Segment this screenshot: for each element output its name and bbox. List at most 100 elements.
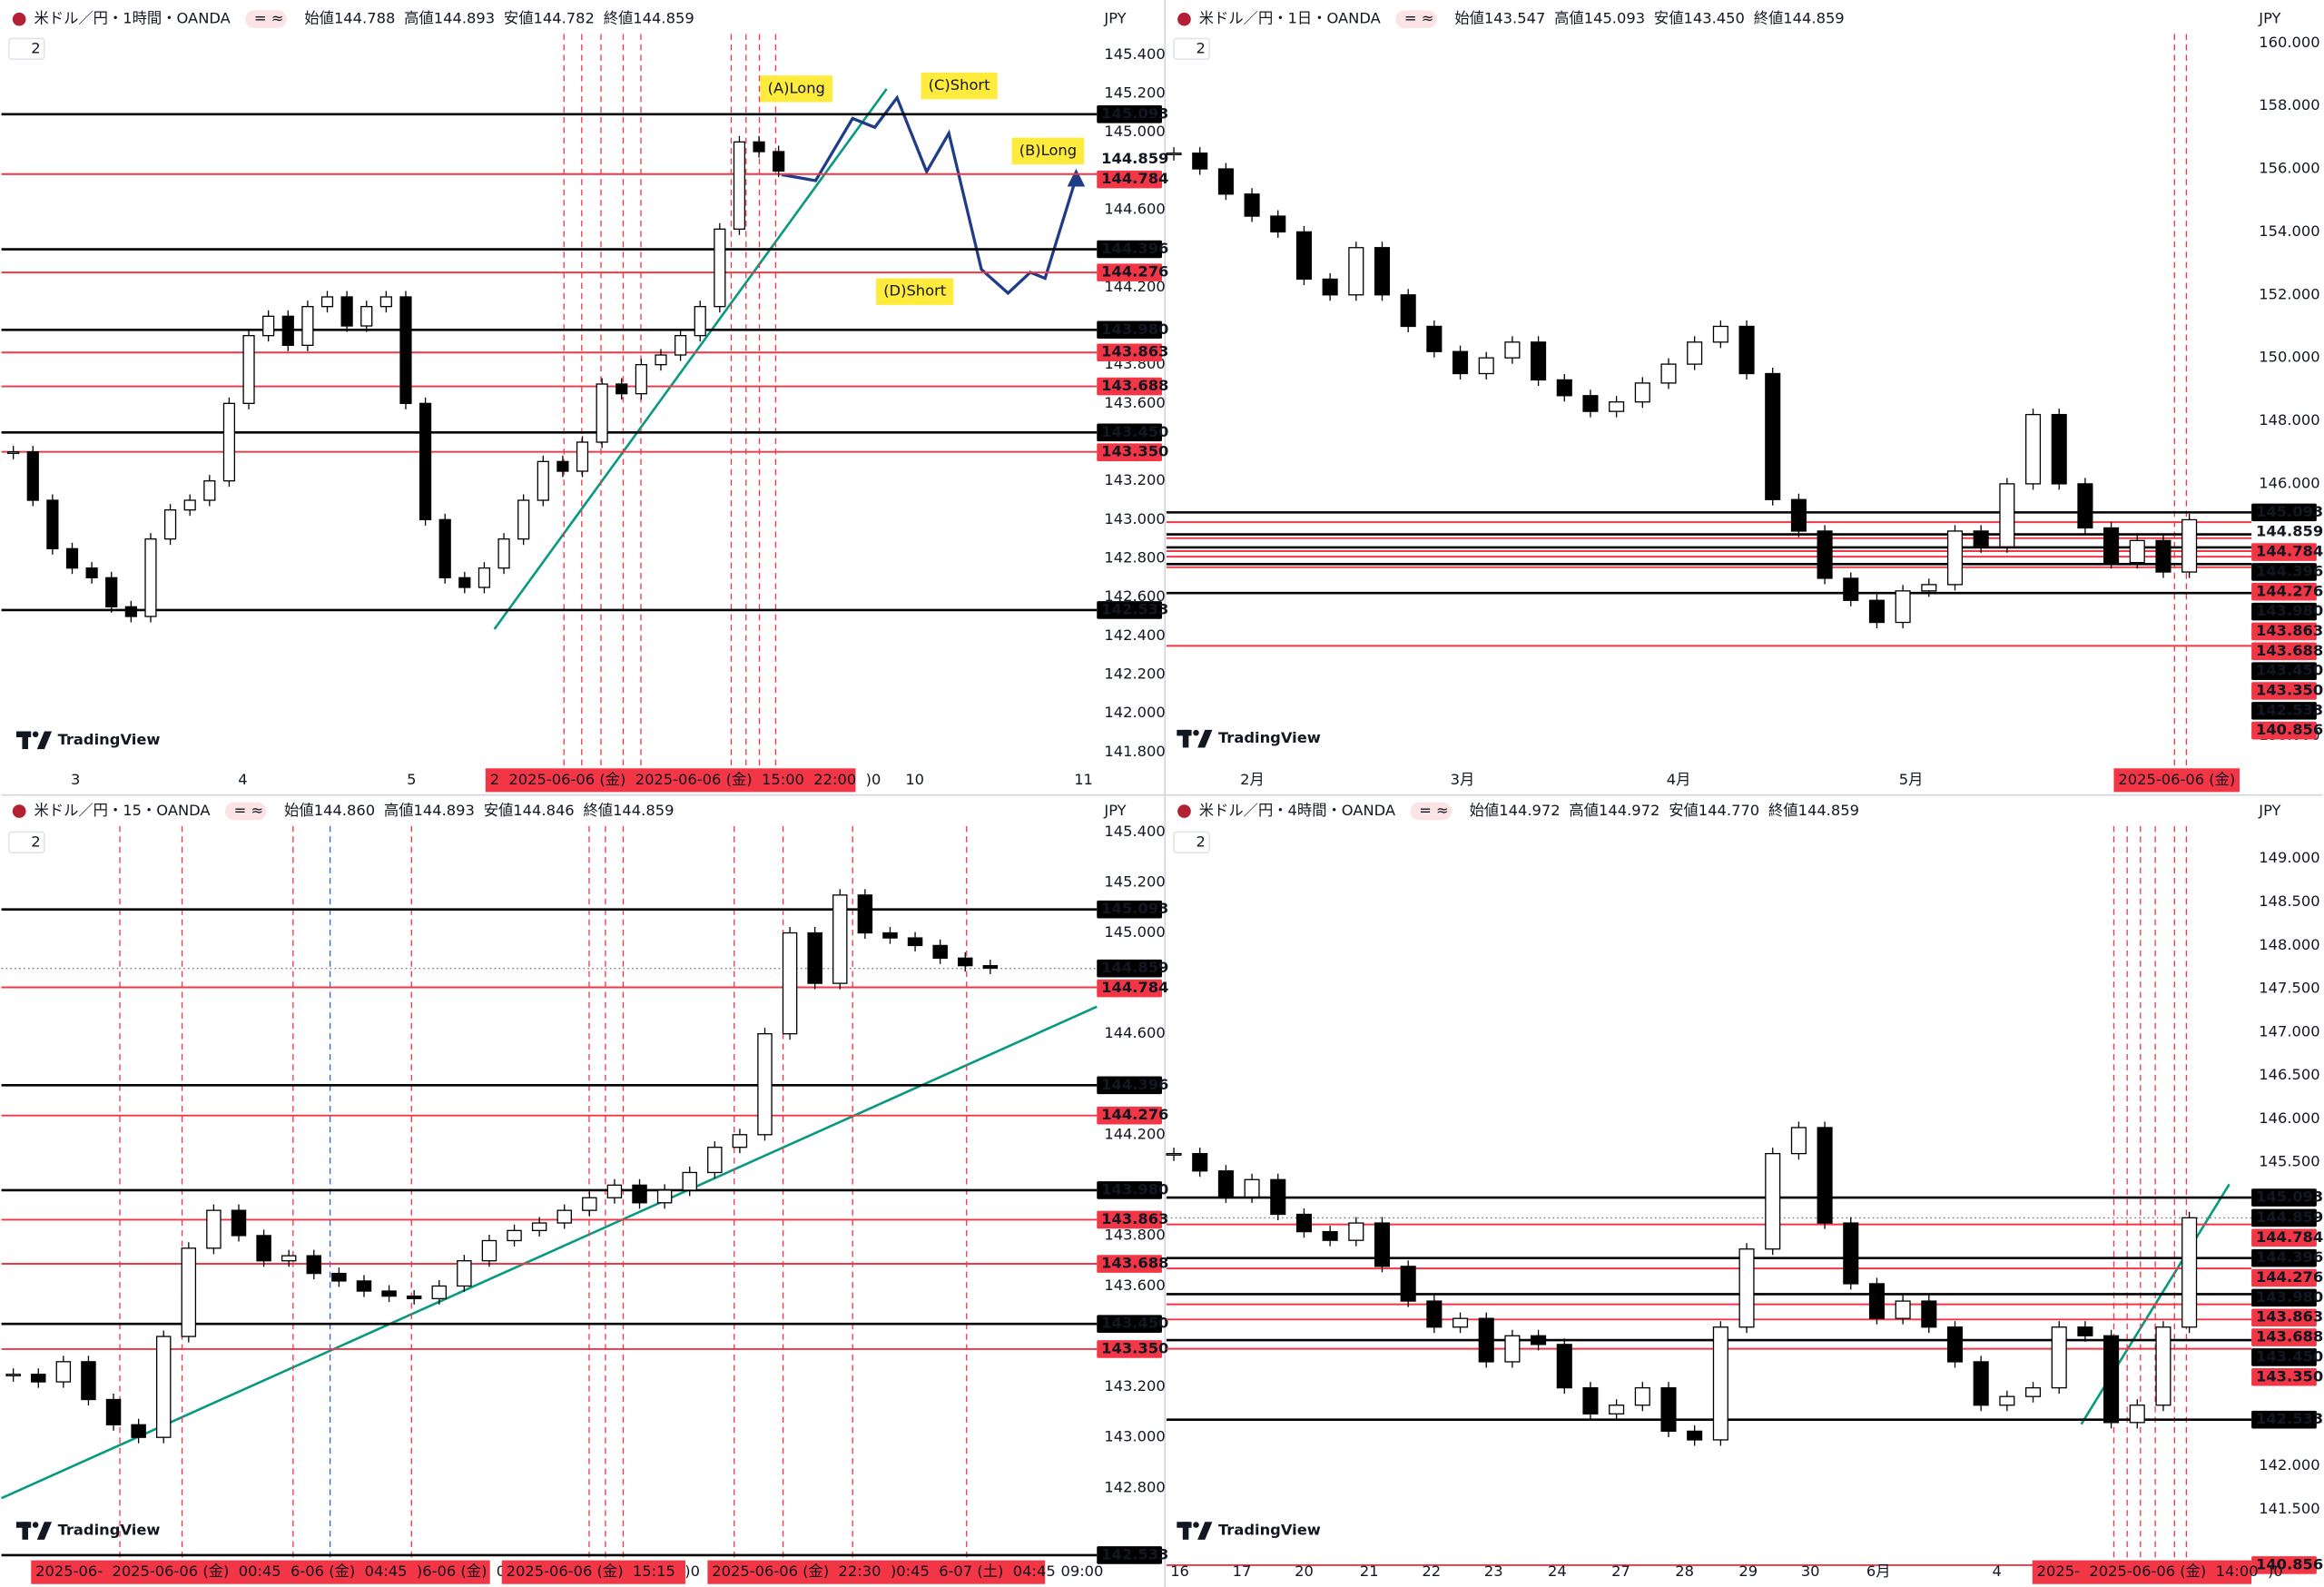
indicator-count[interactable]: 2: [31, 39, 40, 56]
time-highlight: [707, 1560, 1046, 1584]
ohlc-high: 高値144.972: [1569, 802, 1659, 819]
candle: [694, 306, 706, 337]
level-label-bg: [2251, 662, 2317, 680]
pill-icon: = ≈: [254, 10, 284, 27]
candle: [1192, 1152, 1208, 1172]
candle: [907, 937, 923, 947]
level-label: 143.688: [2256, 1328, 2323, 1346]
indicator-count[interactable]: 2: [31, 833, 40, 850]
x-tick-label: 3月: [1451, 771, 1475, 788]
candle: [419, 402, 432, 520]
x-tick-label: 20: [1295, 1562, 1314, 1580]
level-label: 143.980: [1101, 320, 1168, 338]
currency-label: JPY: [1103, 10, 1126, 27]
candle: [1895, 590, 1911, 624]
y-tick-label: 145.200: [1104, 84, 1165, 101]
level-label-bg: [1097, 979, 1162, 998]
level-label: 144.859: [2256, 1208, 2323, 1226]
indicator-count[interactable]: 2: [1196, 39, 1206, 56]
indicator-count[interactable]: 2: [1196, 833, 1206, 850]
candle: [2051, 413, 2067, 485]
x-tick-label: 11: [1074, 771, 1093, 788]
y-tick-label: 141.800: [1104, 743, 1165, 760]
y-tick-label: 142.000: [1104, 704, 1165, 721]
candle: [757, 1033, 773, 1136]
ohlc-open: 始値144.860: [284, 802, 375, 819]
indicator-toggle[interactable]: [1173, 37, 1210, 61]
level-label-bg: [1097, 343, 1162, 362]
symbol-title: 米ドル／円・15・OANDA: [34, 802, 211, 819]
x-tick-label: 22: [1422, 1562, 1441, 1580]
level-label: 142.533: [2256, 701, 2323, 718]
level-label-bg: [2251, 1248, 2317, 1267]
candle: [7, 451, 20, 454]
indicator-toggle[interactable]: [7, 37, 45, 61]
candle: [1400, 294, 1416, 328]
time-highlight-label: 2025-06-06 (金) 15:15 )0: [507, 1562, 700, 1580]
candle: [707, 1147, 723, 1174]
level-label-bg: [1097, 320, 1162, 340]
candle: [1270, 1178, 1286, 1216]
candle: [1790, 1127, 1807, 1155]
candle: [2077, 483, 2093, 529]
logo-mark: [32, 1522, 39, 1528]
y-tick-label: 147.000: [2259, 1022, 2319, 1040]
ohlc-low: 安値144.846: [484, 802, 575, 819]
candle: [1166, 1152, 1182, 1156]
logo-mark: [36, 731, 53, 750]
candle: [1531, 341, 1547, 381]
level-label: 143.688: [1101, 1255, 1168, 1272]
indicator-toggle[interactable]: [1173, 831, 1210, 854]
logo-mark: [36, 1522, 53, 1540]
time-highlight-label: 2025-06-06 (金) 22:30 )0:45 6-07 (土) 04:4…: [712, 1562, 1055, 1580]
candle: [537, 460, 549, 501]
level-label: 143.688: [1101, 377, 1168, 394]
level-label: 144.784: [2256, 1228, 2323, 1246]
candle: [1973, 1361, 1989, 1406]
level-label: 143.980: [2256, 1288, 2323, 1306]
x-tick-label: 17: [1233, 1562, 1252, 1580]
symbol-title: 米ドル／円・1日・OANDA: [1199, 10, 1382, 27]
level-label-bg: [1097, 1255, 1162, 1273]
currency-label: JPY: [2258, 10, 2280, 27]
y-tick-label: 142.800: [1104, 549, 1165, 567]
logo-mark: [32, 731, 39, 738]
y-tick-label: 152.000: [2259, 285, 2319, 302]
candle: [5, 1374, 21, 1377]
scenario-arrow: [1067, 168, 1086, 187]
candle: [2129, 1405, 2145, 1424]
level-label: 143.450: [2256, 1347, 2323, 1365]
candle: [1400, 1266, 1416, 1302]
x-tick-label: 09:00: [1060, 1562, 1103, 1580]
candle: [753, 141, 765, 153]
y-tick-label: 146.000: [2259, 1109, 2319, 1127]
candle: [635, 364, 647, 395]
candle: [1504, 341, 1521, 359]
ohlc-close: 終値144.859: [583, 802, 674, 819]
candle: [982, 964, 999, 970]
ohlc-open: 始値144.972: [1470, 802, 1561, 819]
candle: [1921, 1300, 1937, 1328]
time-highlight-label: 2025-06- 2025-06-06 (金) 00:45 6-06 (金) 0…: [35, 1562, 539, 1580]
candle: [1531, 1335, 1547, 1346]
x-tick-label: 4月: [1667, 771, 1691, 788]
candle: [1765, 372, 1781, 500]
candle: [1452, 350, 1469, 375]
candle: [882, 932, 898, 939]
y-tick-label: 142.000: [2259, 1456, 2319, 1474]
y-tick-label: 144.600: [1104, 1024, 1165, 1041]
y-tick-label: 142.400: [1104, 626, 1165, 644]
level-label: 144.784: [1101, 979, 1168, 996]
symbol-title: 米ドル／円・1時間・OANDA: [34, 10, 231, 27]
candle: [606, 1184, 623, 1198]
indicator-toggle[interactable]: [7, 831, 45, 854]
level-label: 143.350: [1101, 1339, 1168, 1356]
candle: [1426, 1300, 1443, 1328]
level-label-bg: [2251, 602, 2317, 621]
level-label: 144.276: [2256, 582, 2323, 599]
pill-icon: = ≈: [1419, 802, 1449, 819]
y-tick-label: 147.500: [2259, 980, 2319, 997]
level-label-bg: [1097, 601, 1162, 619]
trend-line: [493, 88, 888, 630]
candle: [55, 1361, 72, 1383]
